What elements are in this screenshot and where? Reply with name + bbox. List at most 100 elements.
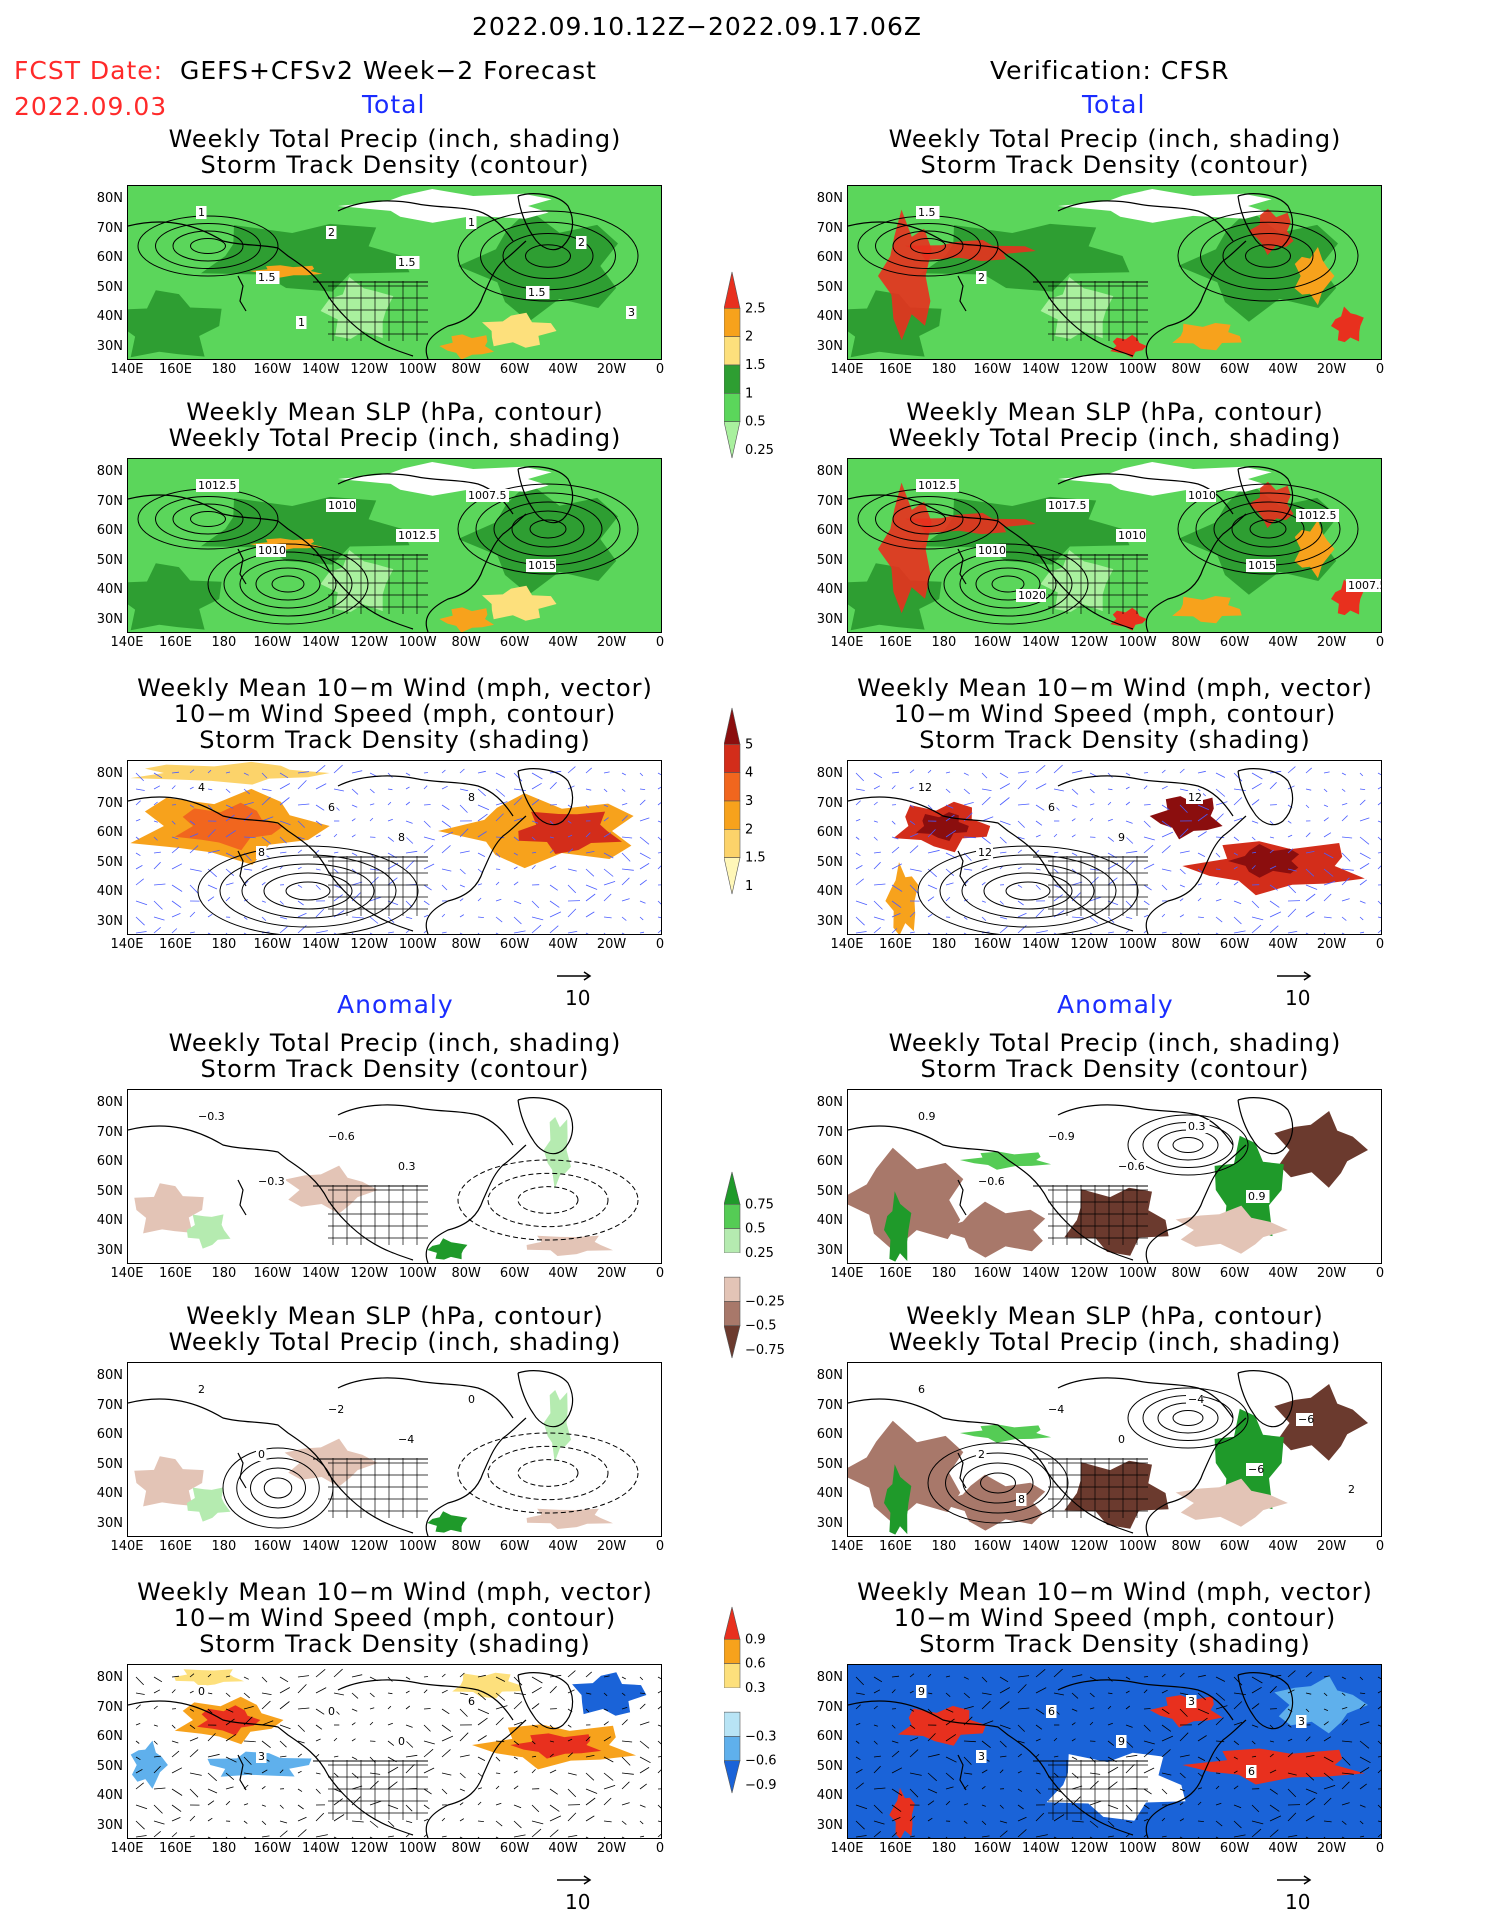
wind-vector — [1197, 852, 1206, 857]
wind-vector — [279, 772, 289, 779]
wind-vector — [621, 898, 630, 902]
lon-label: 0 — [655, 635, 665, 650]
wind-vector — [1305, 1836, 1309, 1838]
wind-vector — [891, 836, 899, 840]
wind-vector — [1197, 804, 1210, 811]
lon-label: 140W — [1021, 1841, 1060, 1856]
wind-vector — [891, 820, 896, 825]
wind-vector — [243, 1803, 249, 1806]
wind-speed-contour — [241, 863, 375, 919]
wind-vector — [495, 1692, 506, 1701]
wind-vector — [891, 1832, 898, 1838]
wind-vector — [1251, 782, 1262, 790]
contour-label: −4 — [1188, 1393, 1204, 1406]
lon-label: 20W — [596, 937, 627, 952]
wind-vector — [1089, 1836, 1093, 1838]
lat-label: 40N — [816, 582, 843, 597]
lon-label: 140W — [1021, 635, 1060, 650]
wind-vector — [387, 1705, 392, 1710]
coastline — [848, 796, 1134, 932]
wind-vector — [999, 1724, 1011, 1730]
contour-label: 9 — [1118, 1735, 1125, 1748]
wind-vector — [1197, 916, 1204, 918]
wind-vector — [1287, 1772, 1297, 1776]
wind-vector — [1197, 897, 1202, 902]
coastline — [337, 1104, 514, 1146]
wind-vector — [891, 913, 901, 918]
wind-vector — [495, 836, 505, 839]
lon-label: 0 — [655, 937, 665, 952]
wind-vector — [189, 884, 199, 894]
wind-vector — [1017, 884, 1023, 888]
wind-vector — [513, 788, 526, 791]
lon-label: 160E — [158, 635, 192, 650]
wind-vector — [477, 1756, 486, 1761]
contour-label: 2 — [198, 1383, 205, 1396]
storm-anomaly-colorbar: 0.9 0.6 0.3 −0.3 −0.6 −0.9 — [723, 1605, 804, 1799]
wind-vector — [297, 849, 302, 854]
wind-vector — [1197, 1820, 1204, 1822]
wind-vector — [1233, 852, 1239, 856]
wind-vector — [1251, 772, 1263, 780]
wind-vector — [531, 851, 537, 854]
colorbar-label: 0.5 — [745, 415, 766, 430]
lon-label: 60W — [499, 937, 530, 952]
wind-vector — [1125, 1705, 1131, 1710]
wind-vector — [1215, 813, 1224, 822]
wind-vector — [945, 1786, 954, 1790]
contour-line — [525, 244, 571, 268]
wind-vector — [1089, 803, 1095, 806]
precip-anomaly-shading — [1064, 1460, 1169, 1529]
wind-vector — [243, 1740, 256, 1743]
wind-vector — [1233, 1692, 1246, 1695]
wind-vector — [1233, 1721, 1243, 1726]
wind-vector — [243, 1836, 247, 1838]
colorbar-label: 1 — [745, 386, 753, 401]
wind-vector — [585, 911, 595, 918]
wind-vector — [585, 884, 598, 890]
contour-label: 0.3 — [1188, 1120, 1206, 1133]
wind-vector — [387, 788, 393, 791]
wind-vector — [1017, 1675, 1030, 1678]
panel-title-line: Weekly Mean SLP (hPa, contour) — [906, 398, 1324, 426]
lon-label: 40W — [548, 1539, 578, 1554]
wind-vector — [1125, 850, 1138, 854]
wind-vector — [1035, 1668, 1046, 1678]
wind-vector — [477, 1717, 488, 1726]
storm-density-shading — [174, 802, 284, 851]
wind-vector — [1197, 1735, 1207, 1742]
panel-title: Weekly Total Precip (inch, shading) Storm… — [115, 126, 675, 178]
lat-label: 80N — [816, 1368, 843, 1383]
coastline — [237, 850, 247, 887]
lat-label: 40N — [816, 1788, 843, 1803]
contour-label: −4 — [398, 1433, 414, 1446]
panel-title: Weekly Mean 10−m Wind (mph, vector) 10−m … — [115, 675, 675, 753]
panel-title: Weekly Mean SLP (hPa, contour) Weekly Tot… — [835, 399, 1395, 451]
lat-label: 70N — [816, 1397, 843, 1413]
lon-label: 100W — [1118, 1266, 1157, 1281]
colorbar-segment — [723, 1760, 741, 1794]
wind-vector — [333, 1668, 343, 1678]
wind-vector — [1017, 1829, 1027, 1838]
lon-label: 180 — [211, 635, 237, 650]
wind-vector — [135, 819, 141, 822]
coastline — [1057, 775, 1234, 817]
contour-line — [1172, 1410, 1204, 1426]
lon-label: 180 — [931, 1266, 957, 1281]
wind-vector — [1161, 1708, 1170, 1715]
wind-vector — [405, 820, 413, 824]
panel-title-line: Weekly Mean SLP (hPa, contour) — [186, 398, 604, 426]
wind-vector — [1323, 771, 1330, 774]
map-panel-fc-1: 1 1.5 2 1.5 1 1.5 2 3 1 — [127, 185, 662, 360]
contour-label-bg — [1296, 1413, 1313, 1426]
wind-vector — [621, 1836, 625, 1838]
lon-label: 0 — [1375, 1266, 1385, 1281]
wind-vector — [369, 1780, 379, 1790]
wind-vector — [1341, 772, 1346, 776]
wind-vector — [513, 1804, 522, 1809]
wind-vector — [1323, 804, 1329, 807]
contour-label: −0.6 — [1118, 1160, 1145, 1173]
colorbar-segment — [723, 744, 741, 773]
lon-label: 40W — [548, 1266, 578, 1281]
contour-line — [910, 511, 946, 527]
